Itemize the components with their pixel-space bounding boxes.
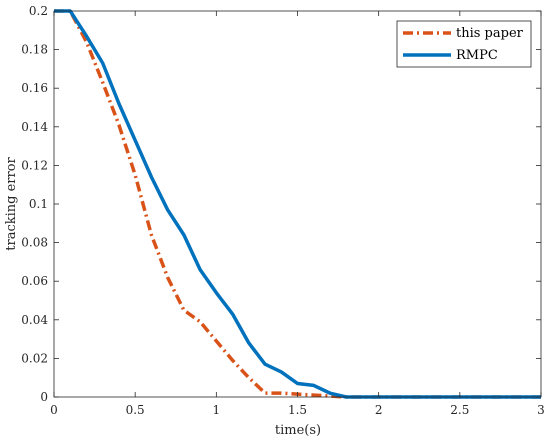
ticks-layer: 0 0.5 1 1.5 2 2.5 3 0 0.02 0.04 0.06 0.08 0.1 0.12 0.1… bbox=[21, 4, 545, 417]
y-tick-label: 0.06 bbox=[21, 274, 48, 288]
x-tick-label: 2.5 bbox=[450, 403, 469, 417]
legend: this paper RMPC bbox=[396, 20, 532, 68]
y-axis-label: tracking error bbox=[4, 156, 19, 250]
x-tick-label: 2 bbox=[375, 403, 383, 417]
legend-box bbox=[396, 20, 532, 68]
series-line-this-paper bbox=[54, 9, 541, 399]
x-tick-label: 1 bbox=[213, 403, 221, 417]
y-tick-label: 0.1 bbox=[29, 197, 48, 211]
y-tick-label: 0.18 bbox=[21, 43, 48, 57]
x-axis-label: time(s) bbox=[275, 423, 321, 438]
x-tick-label: 0 bbox=[50, 403, 58, 417]
y-tick-label: 0.16 bbox=[21, 81, 48, 95]
y-tick-label: 0.02 bbox=[21, 351, 48, 365]
legend-label-rmpc: RMPC bbox=[456, 48, 498, 63]
y-tick-label: 0.14 bbox=[21, 120, 48, 134]
x-tick-label: 3 bbox=[537, 403, 545, 417]
y-tick-label: 0.12 bbox=[21, 158, 48, 172]
x-tick-label: 1.5 bbox=[288, 403, 307, 417]
x-tick-label: 0.5 bbox=[126, 403, 145, 417]
y-tick-label: 0 bbox=[40, 390, 48, 404]
plot-background bbox=[54, 11, 541, 397]
series-layer bbox=[54, 9, 541, 399]
legend-label-this-paper: this paper bbox=[456, 26, 524, 41]
series-line-rmpc bbox=[54, 9, 541, 399]
y-tick-label: 0.2 bbox=[29, 4, 48, 18]
y-tick-label: 0.04 bbox=[21, 313, 48, 327]
y-tick-label: 0.08 bbox=[21, 236, 48, 250]
